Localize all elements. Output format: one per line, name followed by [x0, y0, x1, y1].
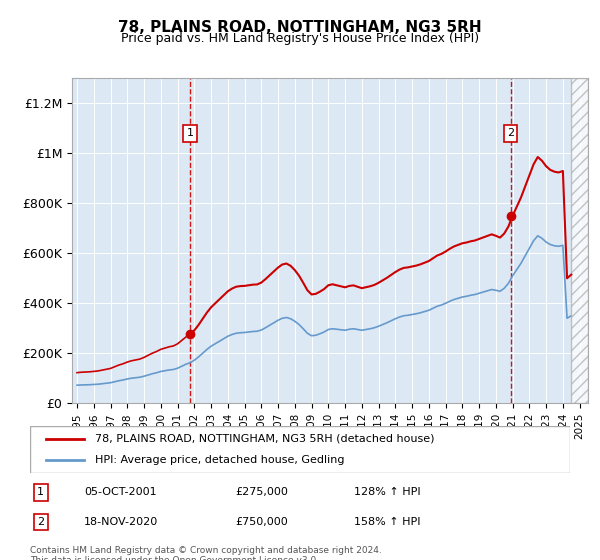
- Text: £750,000: £750,000: [235, 517, 288, 527]
- Text: 78, PLAINS ROAD, NOTTINGHAM, NG3 5RH (detached house): 78, PLAINS ROAD, NOTTINGHAM, NG3 5RH (de…: [95, 434, 434, 444]
- Text: HPI: Average price, detached house, Gedling: HPI: Average price, detached house, Gedl…: [95, 455, 344, 465]
- Text: 18-NOV-2020: 18-NOV-2020: [84, 517, 158, 527]
- Text: 1: 1: [37, 487, 44, 497]
- Text: 1: 1: [187, 128, 194, 138]
- Text: Contains HM Land Registry data © Crown copyright and database right 2024.
This d: Contains HM Land Registry data © Crown c…: [30, 546, 382, 560]
- Bar: [571, 78, 588, 403]
- Text: Price paid vs. HM Land Registry's House Price Index (HPI): Price paid vs. HM Land Registry's House …: [121, 32, 479, 45]
- Text: 2: 2: [37, 517, 44, 527]
- Text: 78, PLAINS ROAD, NOTTINGHAM, NG3 5RH: 78, PLAINS ROAD, NOTTINGHAM, NG3 5RH: [118, 20, 482, 35]
- Text: 05-OCT-2001: 05-OCT-2001: [84, 487, 157, 497]
- Text: 158% ↑ HPI: 158% ↑ HPI: [354, 517, 421, 527]
- Text: 128% ↑ HPI: 128% ↑ HPI: [354, 487, 421, 497]
- Text: 2: 2: [507, 128, 514, 138]
- FancyBboxPatch shape: [30, 426, 570, 473]
- Text: £275,000: £275,000: [235, 487, 288, 497]
